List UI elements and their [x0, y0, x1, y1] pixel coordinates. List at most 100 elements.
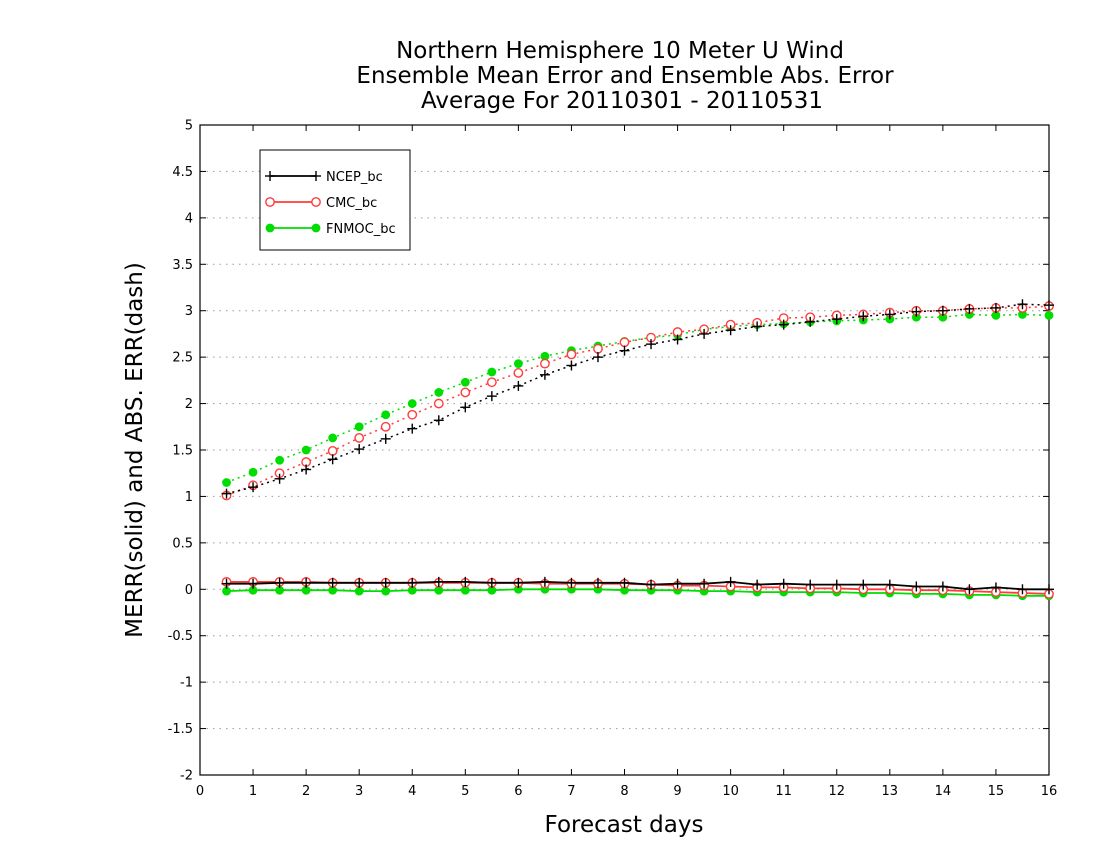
- abs-error-point: [752, 321, 763, 332]
- mean-error-point: [1044, 584, 1054, 595]
- x-tick-label: 2: [302, 784, 310, 799]
- series-NCEP_bc: [221, 299, 1054, 595]
- abs-error-point: [991, 310, 1001, 320]
- mean-error-point: [858, 579, 869, 590]
- x-tick-label: 9: [673, 784, 681, 799]
- abs-error-point: [513, 359, 523, 369]
- x-tick-label: 3: [355, 784, 363, 799]
- abs-error-point: [433, 398, 444, 409]
- mean-error-point: [301, 577, 312, 588]
- abs-error-point: [380, 433, 391, 444]
- legend-marker: [265, 223, 275, 233]
- y-tick-label: 4.5: [172, 165, 193, 180]
- y-axis-label: MERR(solid) and ABS. ERR(dash): [122, 262, 148, 638]
- abs-error-point: [487, 367, 497, 377]
- abs-error-point: [672, 334, 683, 345]
- abs-error-point: [858, 311, 869, 322]
- abs-error-point: [486, 391, 497, 402]
- mean-error-point: [248, 585, 258, 595]
- legend-marker: [311, 197, 321, 207]
- legend-marker: [265, 197, 275, 207]
- mean-error-point: [539, 576, 550, 587]
- legend-label: FNMOC_bc: [326, 222, 396, 237]
- mean-error-point: [884, 579, 895, 590]
- abs-error-point: [248, 482, 259, 493]
- abs-error-point: [407, 409, 418, 420]
- mean-error-point: [646, 579, 657, 590]
- x-tick-label: 7: [567, 784, 575, 799]
- mean-error-point: [752, 579, 763, 590]
- mean-error-point: [699, 578, 710, 589]
- chart-title: Northern Hemisphere 10 Meter U Wind Ense…: [356, 38, 894, 114]
- y-tick-label: 3.5: [172, 258, 193, 273]
- series-FNMOC_bc: [222, 310, 1054, 601]
- abs-error-point: [540, 358, 550, 369]
- mean-error-point: [592, 577, 603, 588]
- mean-error-point: [221, 578, 232, 589]
- x-tick-label: 4: [408, 784, 416, 799]
- legend-item-NCEP_bc: NCEP_bc: [265, 170, 383, 185]
- abs-error-point: [328, 433, 338, 443]
- legend: NCEP_bc CMC_bc FNMOC_bc: [259, 149, 411, 251]
- x-tick-label: 16: [1041, 784, 1058, 799]
- x-tick-label: 15: [988, 784, 1005, 799]
- mean-error-point: [990, 582, 1001, 593]
- abs-error-line: [226, 305, 1050, 497]
- mean-error-point: [460, 585, 470, 595]
- mean-error-point: [354, 577, 365, 588]
- y-tick-label: 2.5: [172, 351, 193, 366]
- legend-marker: [311, 223, 321, 233]
- y-tick-label: 5: [185, 119, 193, 134]
- title-line-1: Northern Hemisphere 10 Meter U Wind: [396, 38, 844, 64]
- mean-error-point: [725, 576, 736, 587]
- y-tick-label: -0.5: [168, 629, 193, 644]
- x-tick-label: 1: [249, 784, 257, 799]
- x-tick-label: 10: [722, 784, 739, 799]
- y-tick-label: 4: [185, 211, 193, 226]
- abs-error-point: [540, 351, 550, 361]
- abs-error-point: [513, 368, 524, 378]
- abs-error-point: [407, 423, 418, 434]
- abs-error-point: [460, 402, 471, 413]
- x-tick-label: 13: [882, 784, 899, 799]
- mean-error-point: [831, 579, 842, 590]
- title-line-3: Average For 20110301 - 20110531: [421, 88, 823, 114]
- mean-error-point: [274, 577, 285, 588]
- legend-label: CMC_bc: [326, 196, 377, 211]
- legend-marker: [265, 171, 275, 181]
- abs-error-point: [222, 478, 231, 487]
- mean-error-point: [407, 577, 418, 588]
- mean-error-point: [433, 576, 444, 587]
- abs-error-point: [539, 369, 550, 380]
- abs-error-point: [275, 455, 284, 465]
- abs-error-point: [592, 352, 603, 363]
- abs-error-point: [433, 415, 444, 426]
- abs-error-point: [646, 339, 657, 350]
- x-tick-label: 0: [196, 784, 204, 799]
- title-line-2: Ensemble Mean Error and Ensemble Abs. Er…: [356, 63, 894, 89]
- y-tick-label: 2: [185, 397, 193, 412]
- y-tick-label: 0: [185, 583, 193, 598]
- abs-error-point: [381, 410, 391, 420]
- abs-error-point: [1044, 310, 1054, 320]
- abs-error-point: [593, 343, 603, 354]
- y-tick-labels: -2 -1.5 -1 -0.5 0 0.5 1 1.5 2 2.5 3 3.5 4 4.5 5: [168, 119, 193, 784]
- abs-error-line: [226, 303, 1050, 495]
- mean-error-point: [248, 578, 259, 589]
- abs-error-point: [221, 488, 232, 499]
- mean-error-point: [380, 577, 391, 588]
- mean-error-line: [226, 580, 1049, 591]
- abs-error-point: [831, 314, 842, 325]
- mean-error-point: [487, 585, 497, 595]
- mean-error-point: [381, 586, 391, 596]
- abs-error-point: [884, 309, 895, 320]
- mean-error-point: [434, 585, 444, 595]
- grid-lines: [200, 170, 1049, 730]
- mean-error-point: [513, 577, 524, 588]
- mean-error-point: [778, 578, 789, 589]
- mean-error-point: [407, 585, 417, 595]
- y-tick-label: 1.5: [172, 444, 193, 459]
- abs-error-point: [301, 445, 311, 455]
- x-tick-label: 5: [461, 784, 469, 799]
